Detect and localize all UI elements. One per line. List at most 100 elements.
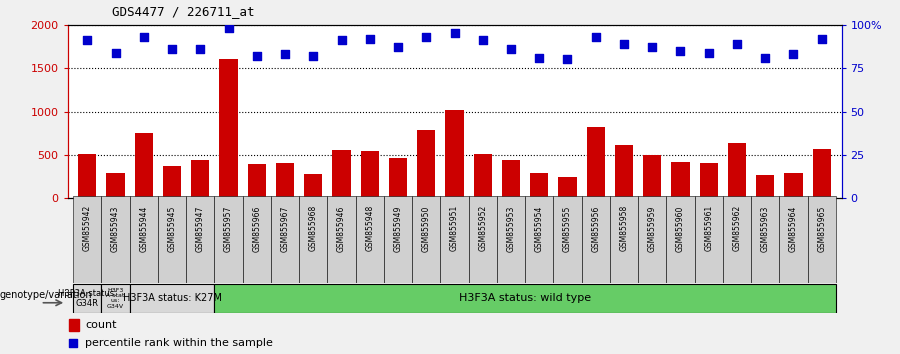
Bar: [671, 162, 689, 198]
Bar: [332, 150, 351, 198]
Bar: [304, 173, 322, 198]
Text: GSM855965: GSM855965: [817, 205, 826, 252]
Bar: [412, 196, 440, 283]
Bar: [220, 59, 238, 198]
Point: [108, 50, 122, 55]
FancyBboxPatch shape: [130, 284, 214, 313]
Text: GSM855966: GSM855966: [252, 205, 261, 252]
Text: GSM855948: GSM855948: [365, 205, 374, 251]
Bar: [581, 196, 610, 283]
Bar: [666, 196, 695, 283]
Bar: [361, 152, 379, 198]
Text: GSM855961: GSM855961: [704, 205, 713, 251]
Bar: [644, 155, 662, 198]
Text: GSM855956: GSM855956: [591, 205, 600, 252]
Bar: [384, 196, 412, 283]
Bar: [417, 130, 436, 198]
Point: [194, 46, 208, 52]
Text: H3F3
A stat
us:
G34V: H3F3 A stat us: G34V: [106, 288, 125, 309]
Bar: [502, 160, 520, 198]
Bar: [243, 196, 271, 283]
Point: [334, 38, 348, 43]
Bar: [615, 145, 634, 198]
Bar: [558, 177, 577, 198]
Text: GSM855942: GSM855942: [83, 205, 92, 251]
Bar: [779, 196, 807, 283]
Bar: [525, 196, 554, 283]
Bar: [446, 110, 464, 198]
Bar: [728, 143, 746, 198]
Point: [221, 25, 236, 31]
Bar: [102, 196, 130, 283]
Text: GSM855963: GSM855963: [760, 205, 770, 252]
Bar: [497, 196, 525, 283]
Text: GSM855953: GSM855953: [507, 205, 516, 252]
Point: [419, 34, 434, 40]
Text: GSM855960: GSM855960: [676, 205, 685, 252]
Bar: [813, 149, 831, 198]
Point: [758, 55, 772, 61]
Point: [80, 38, 94, 43]
Point: [645, 45, 660, 50]
Bar: [784, 173, 803, 198]
Bar: [695, 196, 723, 283]
Bar: [78, 154, 96, 198]
Bar: [440, 196, 469, 283]
Point: [249, 53, 264, 59]
Text: H3F3A status: K27M: H3F3A status: K27M: [122, 293, 221, 303]
Point: [673, 48, 688, 53]
Bar: [530, 173, 548, 198]
Point: [278, 51, 293, 57]
Point: [137, 34, 151, 40]
Text: GDS4477 / 226711_at: GDS4477 / 226711_at: [112, 5, 255, 18]
Point: [306, 53, 320, 59]
Bar: [214, 196, 243, 283]
Bar: [130, 196, 158, 283]
Bar: [163, 166, 181, 198]
Bar: [356, 196, 384, 283]
Bar: [158, 196, 186, 283]
Text: GSM855951: GSM855951: [450, 205, 459, 251]
Text: GSM855957: GSM855957: [224, 205, 233, 252]
Bar: [135, 133, 153, 198]
Bar: [610, 196, 638, 283]
Text: percentile rank within the sample: percentile rank within the sample: [85, 338, 273, 348]
Point: [66, 340, 80, 346]
Point: [787, 51, 801, 57]
Point: [532, 55, 546, 61]
Bar: [469, 196, 497, 283]
Bar: [554, 196, 581, 283]
Text: H3F3A status: wild type: H3F3A status: wild type: [459, 293, 591, 303]
Text: GSM855968: GSM855968: [309, 205, 318, 251]
Point: [475, 38, 490, 43]
Bar: [191, 160, 210, 198]
Bar: [73, 196, 102, 283]
Bar: [756, 175, 774, 198]
Bar: [271, 196, 299, 283]
FancyBboxPatch shape: [102, 284, 130, 313]
Text: GSM855955: GSM855955: [563, 205, 572, 252]
Text: GSM855947: GSM855947: [196, 205, 205, 252]
Text: genotype/variation: genotype/variation: [0, 290, 93, 300]
Bar: [299, 196, 328, 283]
Text: GSM855949: GSM855949: [393, 205, 402, 252]
Point: [504, 46, 518, 52]
Point: [165, 46, 179, 52]
Text: GSM855954: GSM855954: [535, 205, 544, 252]
Point: [561, 57, 575, 62]
Bar: [186, 196, 214, 283]
Text: GSM855946: GSM855946: [337, 205, 346, 252]
Point: [589, 34, 603, 40]
Bar: [752, 196, 779, 283]
Point: [616, 41, 631, 47]
Point: [730, 41, 744, 47]
Text: GSM855962: GSM855962: [733, 205, 742, 251]
Bar: [638, 196, 666, 283]
Bar: [473, 154, 492, 198]
Text: GSM855950: GSM855950: [422, 205, 431, 252]
Text: GSM855944: GSM855944: [140, 205, 148, 252]
Text: GSM855967: GSM855967: [281, 205, 290, 252]
Bar: [723, 196, 752, 283]
Text: GSM855952: GSM855952: [478, 205, 487, 251]
Point: [814, 36, 829, 41]
